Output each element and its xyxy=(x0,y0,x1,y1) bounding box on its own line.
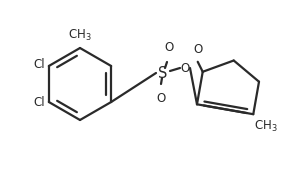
Text: O: O xyxy=(180,62,190,75)
Text: CH$_3$: CH$_3$ xyxy=(68,28,92,43)
Text: Cl: Cl xyxy=(33,58,45,71)
Text: S: S xyxy=(158,66,168,81)
Text: CH$_3$: CH$_3$ xyxy=(254,119,278,134)
Text: O: O xyxy=(156,92,166,105)
Text: O: O xyxy=(164,41,174,54)
Text: O: O xyxy=(193,43,202,56)
Text: Cl: Cl xyxy=(33,96,45,110)
